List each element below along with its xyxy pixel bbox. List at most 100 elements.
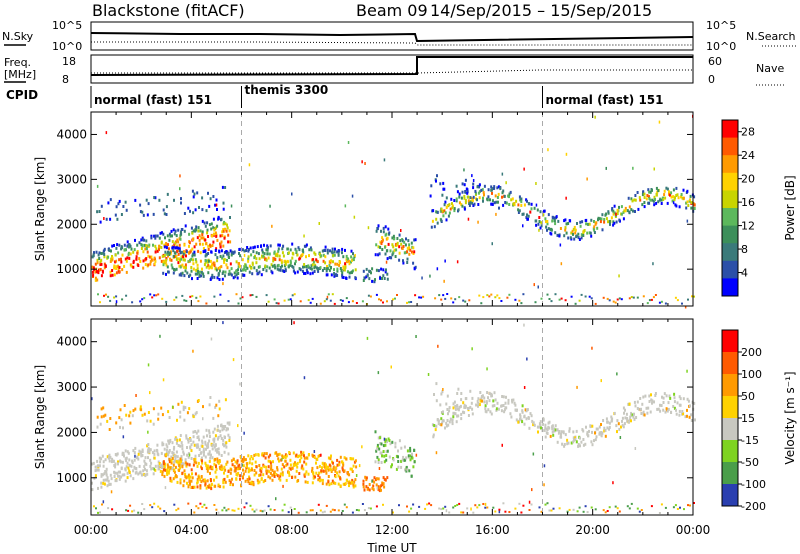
data-cell [650,298,653,301]
data-cell [187,502,190,505]
data-cell [211,234,214,238]
data-cell [445,402,448,406]
data-cell [457,407,459,411]
data-cell [379,276,382,280]
data-cell [574,302,577,305]
data-cell [208,259,210,263]
data-cell [160,259,163,263]
data-cell [445,424,448,428]
data-cell [91,481,93,485]
data-cell [136,455,139,459]
data-cell [174,241,177,245]
data-cell [611,207,614,210]
data-cell [309,301,312,304]
data-cell [632,415,635,419]
data-cell [350,270,353,274]
data-cell [546,428,549,432]
data-cell [135,255,138,259]
data-cell [592,227,595,231]
data-cell [649,410,652,414]
data-cell [91,397,93,401]
data-cell [477,404,479,408]
data-cell [153,262,156,266]
data-cell [239,254,242,258]
data-cell [123,264,126,268]
data-cell [623,411,625,415]
data-cell [302,250,305,254]
data-cell [209,259,212,263]
data-cell [469,201,472,205]
data-cell [197,249,200,253]
data-cell [182,484,185,488]
data-cell [415,335,417,338]
data-cell [229,216,231,219]
data-cell [261,254,263,258]
data-cell [147,456,149,460]
data-cell [241,248,244,252]
data-cell [329,249,331,253]
data-cell [381,454,383,458]
data-cell [133,509,136,512]
data-cell [98,464,101,468]
data-cell [169,234,172,238]
data-cell [342,461,345,465]
data-cell [613,221,616,225]
data-cell [207,191,209,195]
data-cell [435,382,438,386]
data-cell [262,473,265,477]
data-cell [667,407,670,411]
data-cell [181,465,184,469]
data-cell [292,463,295,467]
data-cell [227,508,230,511]
data-cell [660,404,663,407]
data-cell [613,204,616,208]
data-cell [311,466,314,470]
data-cell [202,274,205,278]
data-cell [176,418,178,422]
data-cell [198,238,201,242]
data-cell [336,463,339,467]
data-cell [114,213,117,217]
data-cell [302,265,304,269]
data-cell [191,277,193,281]
data-cell [320,469,323,473]
data-cell [331,479,334,483]
data-cell [558,298,561,301]
data-cell [636,191,639,194]
data-cell [136,251,139,255]
data-cell [493,185,496,189]
data-cell [657,189,660,193]
freq-label-2: [MHz] [4,68,36,81]
data-cell [295,469,298,473]
data-cell [230,468,233,472]
data-cell [208,483,211,487]
data-cell [588,295,591,298]
data-cell [591,443,594,447]
data-cell [544,217,547,221]
y-tick-label: 2000 [56,217,87,231]
data-cell [368,488,371,492]
data-cell [170,258,173,262]
data-cell [446,204,449,208]
data-cell [183,479,186,483]
data-cell [521,404,524,408]
data-cell [185,250,188,254]
data-cell [483,396,486,400]
data-cell [598,432,601,436]
data-cell [211,263,213,267]
data-cell [509,190,512,194]
data-cell [196,481,199,485]
data-cell [338,470,341,474]
data-cell [263,452,266,456]
data-cell [161,466,163,469]
data-cell [144,243,146,247]
data-cell [628,507,631,510]
data-cell [627,196,630,200]
data-cell [471,396,474,400]
data-cell [603,429,606,433]
data-cell [101,269,104,273]
data-cell [607,210,610,214]
data-cell [230,253,233,257]
data-cell [395,467,398,471]
data-cell [219,485,222,489]
